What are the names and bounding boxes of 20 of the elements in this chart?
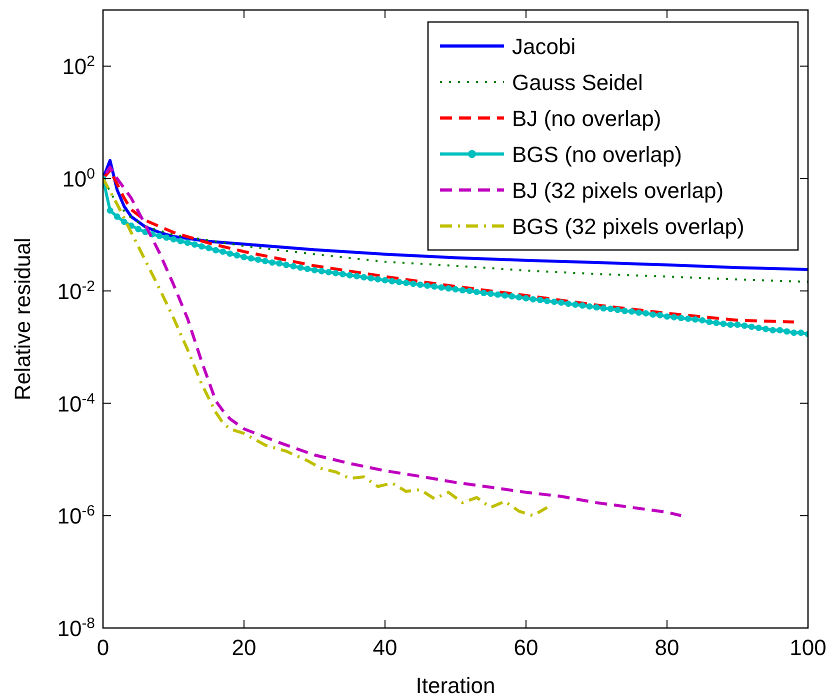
legend-label: BGS (no overlap) [512,142,682,167]
y-tick-label: 10$^{2}$ [62,52,95,80]
y-tick-label: 10$^{-6}$ [57,502,95,529]
legend-label: Gauss Seidel [512,70,643,95]
y-tick-label: 10$^{-8}$ [57,614,95,641]
y-tick-label: 10$^{0}$ [62,165,95,192]
x-tick-label: 60 [514,635,538,660]
x-axis-title: Iteration [416,673,496,698]
legend-label: BJ (32 pixels overlap) [512,178,724,203]
legend-label: Jacobi [512,34,576,59]
legend-label: BGS (32 pixels overlap) [512,214,744,239]
x-tick-label: 100 [790,635,826,660]
y-tick-label: 10$^{-2}$ [57,277,95,304]
x-tick-label: 40 [372,635,398,660]
legend-label: BJ (no overlap) [512,106,662,131]
y-tick-label: 10$^{-4}$ [57,390,95,416]
y-axis-title: Relative residual [10,238,35,400]
x-tick-label: 0 [96,635,110,660]
x-tick-label: 80 [654,635,680,660]
x-tick-label: 20 [232,635,256,660]
